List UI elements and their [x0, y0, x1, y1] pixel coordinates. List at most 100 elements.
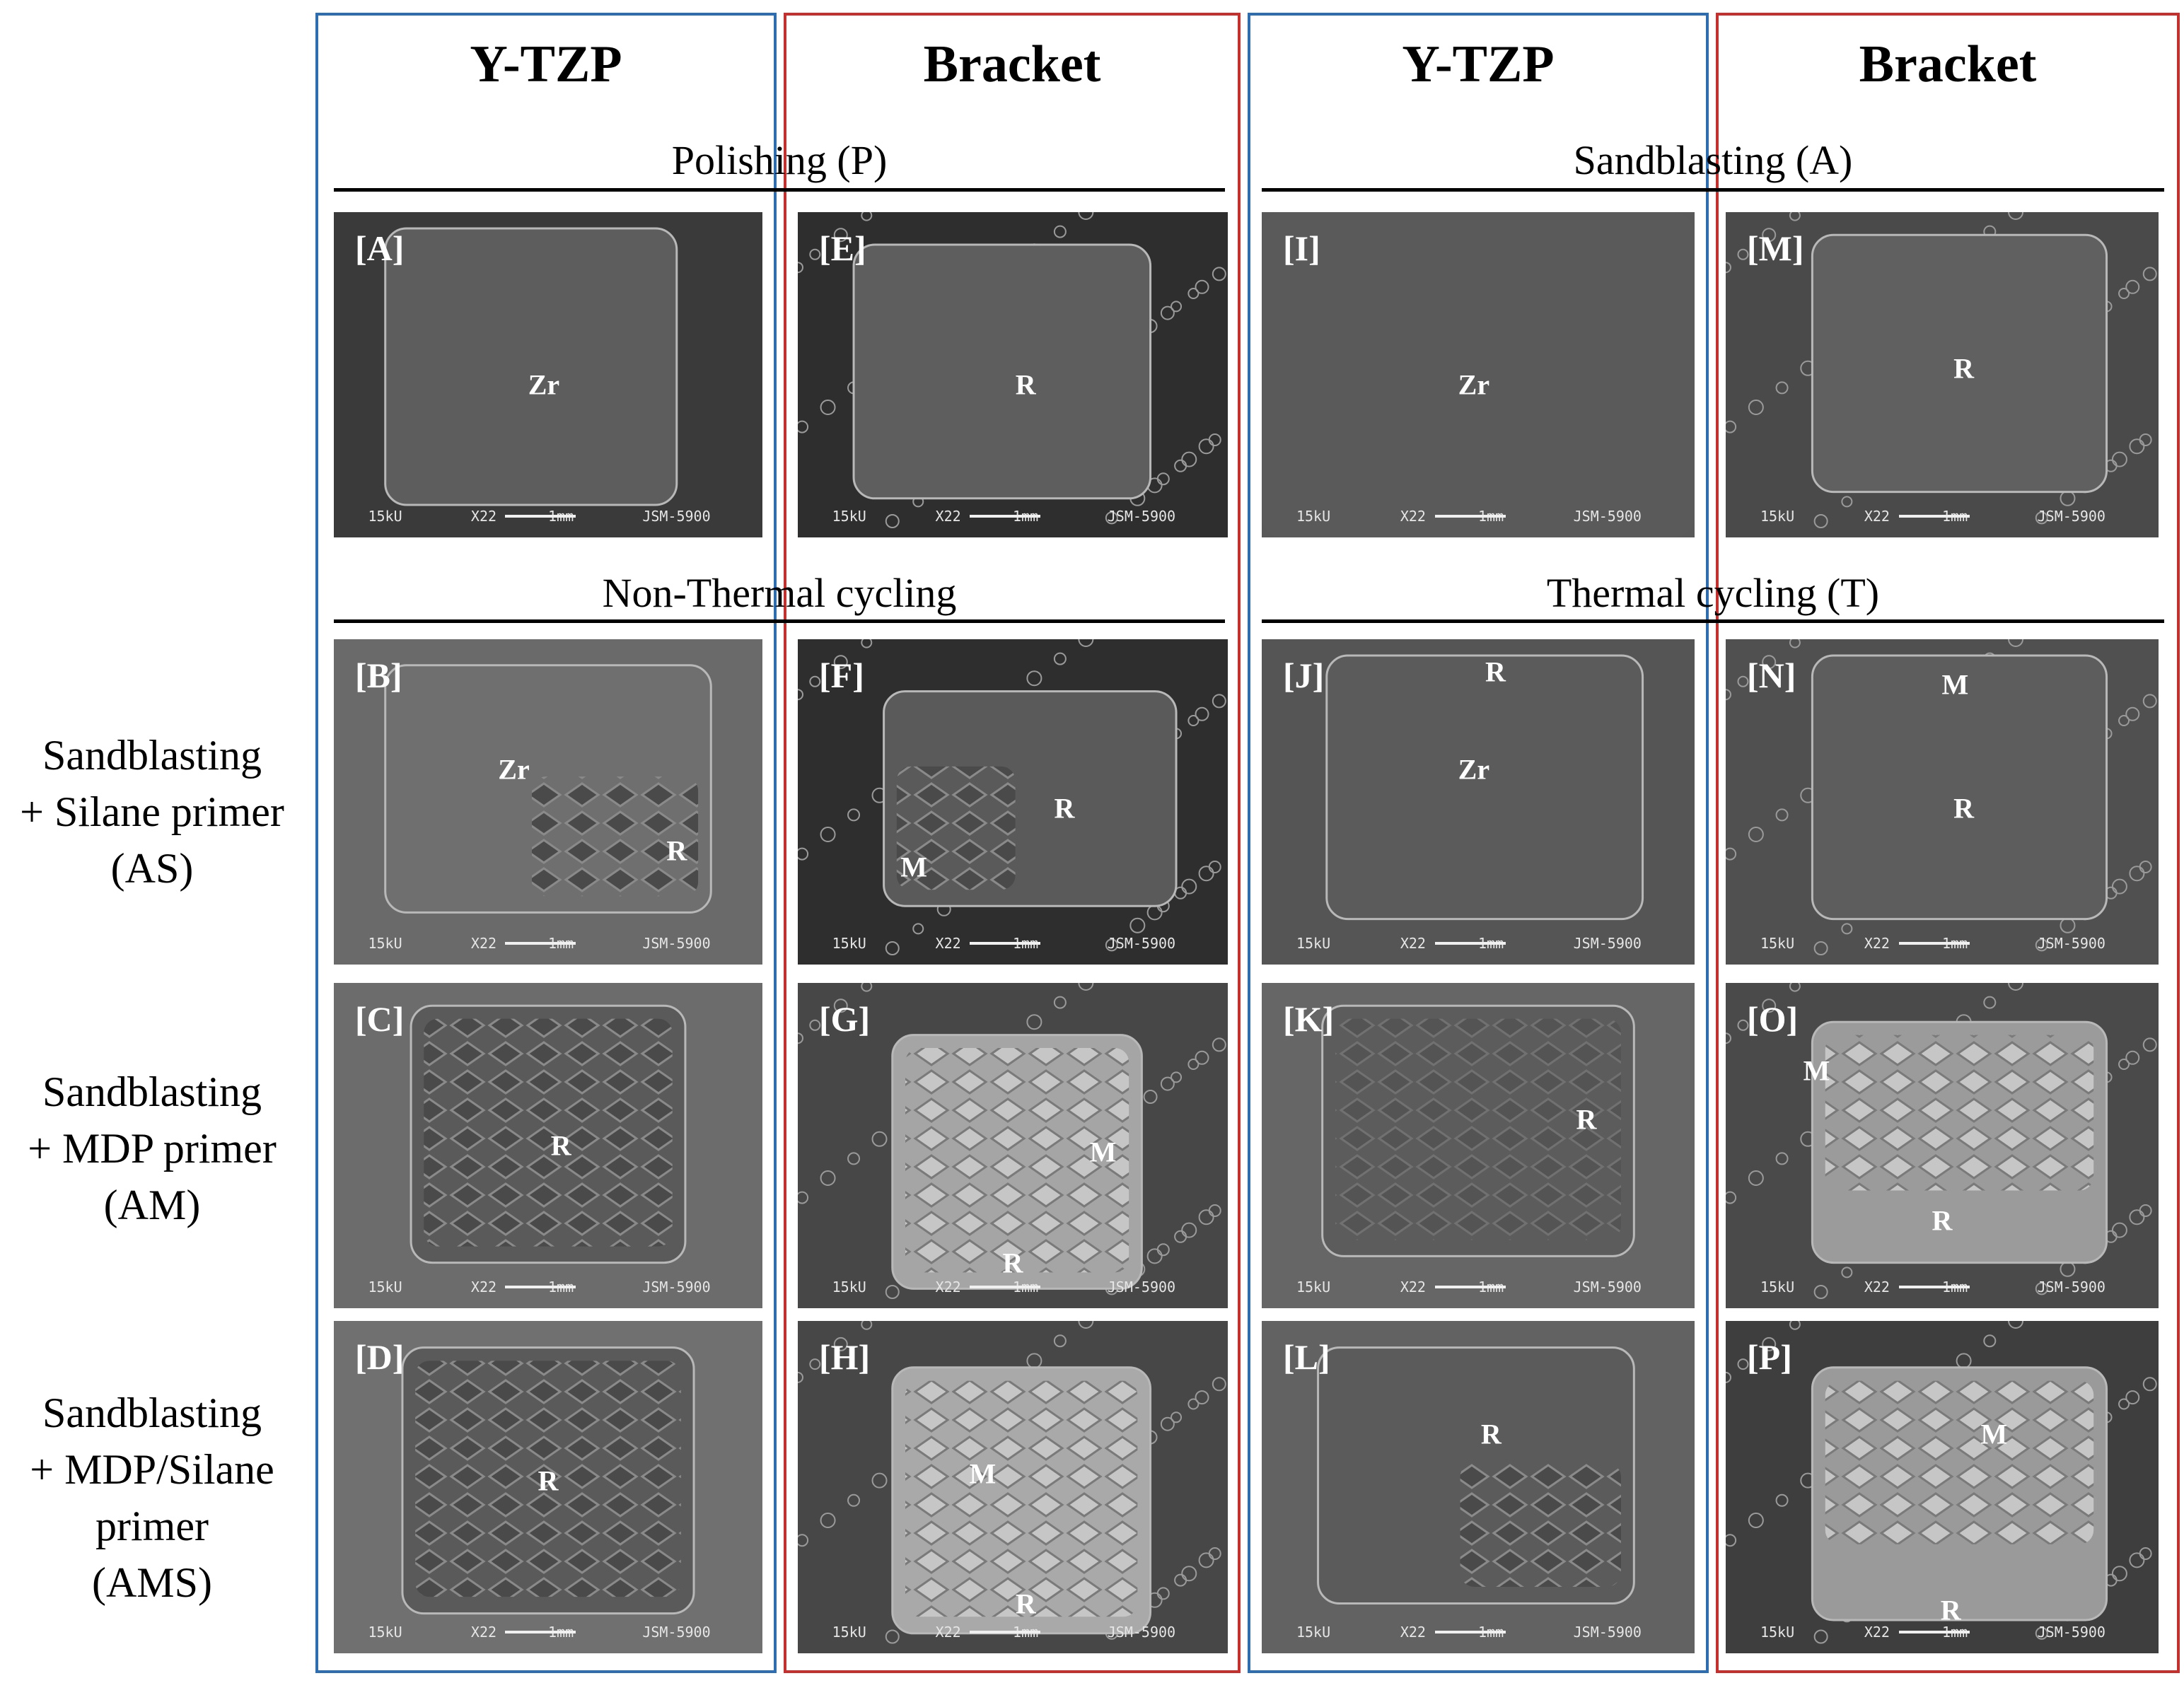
region-label: R [1485, 656, 1506, 688]
panel-label: [G] [819, 999, 871, 1039]
sem-panel-g: [G] M R 15kU X22 1mm JSM-5900 [798, 983, 1228, 1308]
sem-panel-o: [O] M R 15kU X22 1mm JSM-5900 [1726, 983, 2159, 1308]
region-label: Zr [498, 753, 530, 786]
row-label-line: + Silane primer [20, 788, 284, 835]
sem-micrograph [798, 1321, 1226, 1644]
sem-info-kv: 15kU [1296, 508, 1331, 525]
sem-panel-f: [F] R M 15kU X22 1mm JSM-5900 [798, 639, 1228, 965]
region-label: M [969, 1457, 997, 1490]
sem-panel-j: [J] R Zr 15kU X22 1mm JSM-5900 [1262, 639, 1695, 965]
sem-info-kv: 15kU [368, 935, 402, 952]
sem-info-mag: X22 [935, 935, 961, 952]
region-label: R [1940, 1594, 1961, 1626]
scale-bar [970, 942, 1041, 945]
sem-info-bar: 15kU X22 1mm JSM-5900 [798, 928, 1228, 952]
sem-info-bar: 15kU X22 1mm JSM-5900 [1262, 1617, 1695, 1641]
region-label: R [1480, 1418, 1502, 1450]
sem-micrograph [798, 212, 1226, 528]
region-label: R [538, 1464, 559, 1497]
column-frame-bracket-right [1716, 13, 2180, 1673]
sem-panel-a: [A] Zr 15kU X22 1mm JSM-5900 [334, 212, 762, 537]
sem-panel-d: [D] R 15kU X22 1mm JSM-5900 [334, 1321, 762, 1653]
sem-info-mag: X22 [1864, 1624, 1890, 1641]
sem-micrograph [1325, 654, 1644, 921]
sem-panel-l: [L] R 15kU X22 1mm JSM-5900 [1262, 1321, 1695, 1653]
sem-info-bar: 15kU X22 1mm JSM-5900 [334, 1271, 762, 1295]
section-rule [334, 188, 1225, 192]
sem-panel-b: [B] Zr R 15kU X22 1mm JSM-5900 [334, 639, 762, 965]
panel-label: [P] [1747, 1337, 1792, 1377]
sem-info-kv: 15kU [832, 508, 866, 525]
sem-info-kv: 15kU [1296, 1624, 1331, 1641]
sem-panel-i: [I] Zr 15kU X22 1mm JSM-5900 [1262, 212, 1695, 537]
sem-info-mag: X22 [1400, 1624, 1426, 1641]
section-heading-sandblasting: Sandblasting (A) [1573, 137, 1853, 183]
sem-info-kv: 15kU [832, 1624, 866, 1641]
sem-info-instrument: JSM-5900 [1107, 1279, 1176, 1295]
section-rule [1262, 619, 2164, 623]
column-heading-ytzp-left: Y-TZP [470, 35, 622, 93]
sem-info-bar: 15kU X22 1mm JSM-5900 [1726, 1271, 2159, 1295]
sem-info-bar: 15kU X22 1mm JSM-5900 [1726, 501, 2159, 525]
sem-info-instrument: JSM-5900 [642, 1279, 711, 1295]
scale-bar [505, 1286, 576, 1288]
sem-info-instrument: JSM-5900 [642, 935, 711, 952]
panel-label: [E] [819, 228, 866, 268]
sem-panel-k: [K] R 15kU X22 1mm JSM-5900 [1262, 983, 1695, 1308]
region-label: M [900, 851, 928, 883]
panel-label: [C] [355, 999, 405, 1039]
sem-info-mag: X22 [1400, 1279, 1426, 1295]
row-label-am: Sandblasting + MDP primer (AM) [0, 1064, 304, 1233]
row-label-line: Sandblasting [42, 732, 262, 779]
scale-bar [970, 1286, 1041, 1288]
sem-info-instrument: JSM-5900 [642, 1624, 711, 1641]
sem-info-mag: X22 [935, 508, 961, 525]
sem-info-instrument: JSM-5900 [2037, 1279, 2105, 1295]
section-heading-non-thermal: Non-Thermal cycling [602, 570, 957, 616]
scale-bar [1434, 1286, 1506, 1288]
panel-label: [K] [1283, 999, 1335, 1039]
sem-info-mag: X22 [470, 935, 497, 952]
section-rule [334, 619, 1225, 623]
row-label-ams: Sandblasting + MDP/Silane primer (AMS) [0, 1385, 304, 1611]
region-label: R [1054, 792, 1075, 825]
scale-bar [970, 515, 1041, 518]
panel-label: [M] [1747, 228, 1804, 268]
column-heading-bracket-left: Bracket [923, 35, 1101, 93]
row-label-line: (AM) [103, 1182, 201, 1228]
sem-info-instrument: JSM-5900 [2037, 935, 2105, 952]
sem-info-mag: X22 [1864, 1279, 1890, 1295]
scale-bar [1434, 515, 1506, 518]
scale-bar [1898, 942, 1970, 945]
sem-info-instrument: JSM-5900 [1107, 935, 1176, 952]
scale-bar [970, 1631, 1041, 1634]
section-rule [1262, 188, 2164, 192]
region-label: Zr [528, 368, 560, 401]
panel-label: [I] [1283, 228, 1320, 268]
sem-panel-m: [M] R 15kU X22 1mm JSM-5900 [1726, 212, 2159, 537]
sem-info-kv: 15kU [1296, 1279, 1331, 1295]
region-label: Zr [1458, 753, 1490, 786]
region-label: M [1803, 1054, 1830, 1087]
sem-panel-p: [P] M R 15kU X22 1mm JSM-5900 [1726, 1321, 2159, 1653]
region-label: Zr [1458, 368, 1490, 401]
panel-label: [J] [1283, 656, 1325, 695]
sem-info-instrument: JSM-5900 [1107, 1624, 1176, 1641]
sem-info-bar: 15kU X22 1mm JSM-5900 [1262, 501, 1695, 525]
region-label: R [1576, 1103, 1597, 1136]
sem-info-instrument: JSM-5900 [2037, 1624, 2105, 1641]
sem-micrograph [384, 664, 712, 914]
sem-micrograph [1726, 212, 2157, 528]
section-heading-polishing: Polishing (P) [671, 137, 888, 183]
panel-label: [A] [355, 228, 405, 268]
scale-bar [505, 1631, 576, 1634]
row-label-line: primer [95, 1503, 209, 1549]
region-label: R [1015, 1588, 1036, 1619]
sem-micrograph [1726, 983, 2157, 1299]
column-frame-bracket-left [784, 13, 1241, 1673]
section-heading-thermal: Thermal cycling (T) [1546, 570, 1880, 616]
sem-micrograph [1726, 639, 2157, 955]
sem-info-mag: X22 [470, 1279, 497, 1295]
column-heading-bracket-right: Bracket [1859, 35, 2037, 93]
sem-info-instrument: JSM-5900 [1573, 508, 1642, 525]
